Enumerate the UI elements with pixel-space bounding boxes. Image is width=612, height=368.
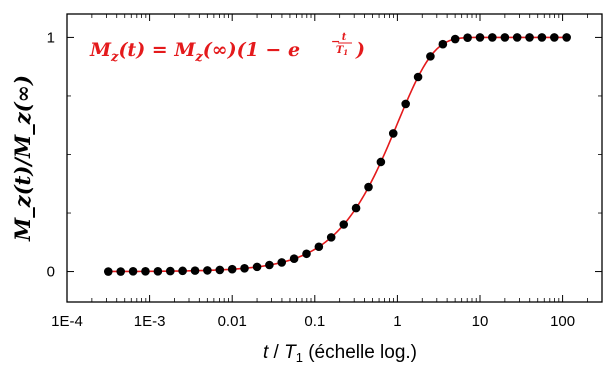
data-point	[512, 33, 522, 42]
data-point	[450, 34, 460, 44]
data-point	[364, 182, 373, 192]
x-tick-label: 1E-3	[134, 313, 166, 330]
data-point	[537, 33, 547, 42]
data-point	[178, 266, 187, 276]
data-point	[426, 52, 435, 61]
x-axis-label: t / T1 (échelle log.)	[263, 342, 417, 363]
x-tick-label: 1	[393, 313, 401, 330]
x-tick-label: 0.01	[218, 313, 247, 330]
data-point	[153, 267, 163, 276]
formula-annotation: Mz(t) = Mz(∞)(1 − e − t T1 )	[89, 32, 365, 65]
data-point	[103, 267, 113, 276]
data-point	[190, 266, 200, 275]
svg-text:−: −	[331, 35, 340, 48]
data-point	[289, 254, 299, 263]
data-point	[215, 265, 225, 275]
data-point	[438, 39, 448, 49]
data-point	[265, 260, 274, 270]
x-tick-label: 0.1	[304, 313, 325, 330]
data-point	[116, 267, 126, 276]
data-point	[463, 33, 472, 42]
data-point	[141, 267, 150, 276]
svg-text:): )	[355, 39, 365, 61]
data-point	[203, 266, 212, 275]
data-points-group	[103, 33, 571, 276]
data-point	[302, 249, 311, 259]
data-point	[562, 33, 571, 42]
data-point	[339, 220, 349, 229]
x-tick-label: 100	[550, 313, 575, 330]
y-axis-label: M_z(t)/M_z(∞)	[10, 75, 35, 242]
data-point	[550, 33, 559, 42]
data-point	[488, 33, 497, 42]
data-point	[500, 33, 510, 42]
data-point	[252, 262, 262, 272]
y-tick-label: 1	[47, 29, 55, 46]
data-point	[376, 157, 386, 167]
data-point	[413, 72, 423, 82]
svg-text:t: t	[342, 32, 347, 43]
axis-ticks: 1E-4 1E-3 0.01 0.1 1 10 100 0 1	[47, 14, 602, 330]
y-tick-label: 0	[47, 264, 55, 281]
data-point	[240, 263, 249, 273]
data-point	[401, 99, 410, 109]
x-tick-label: 1E-4	[51, 313, 83, 330]
data-point	[128, 267, 138, 276]
data-point	[326, 233, 336, 242]
data-point	[525, 33, 534, 42]
fit-curve-group	[108, 36, 567, 273]
data-point	[165, 266, 175, 276]
data-point	[227, 264, 237, 274]
data-point	[388, 129, 398, 138]
data-point	[351, 203, 361, 213]
plot-frame	[66, 13, 603, 303]
data-point	[475, 33, 485, 42]
fit-curve	[108, 36, 567, 273]
x-tick-label: 10	[472, 313, 489, 330]
svg-text:T1: T1	[336, 45, 348, 57]
svg-text:Mz(t) = Mz(∞)(1 − e: Mz(t) = Mz(∞)(1 − e	[89, 39, 300, 65]
data-point	[314, 242, 324, 252]
data-point	[277, 258, 287, 267]
